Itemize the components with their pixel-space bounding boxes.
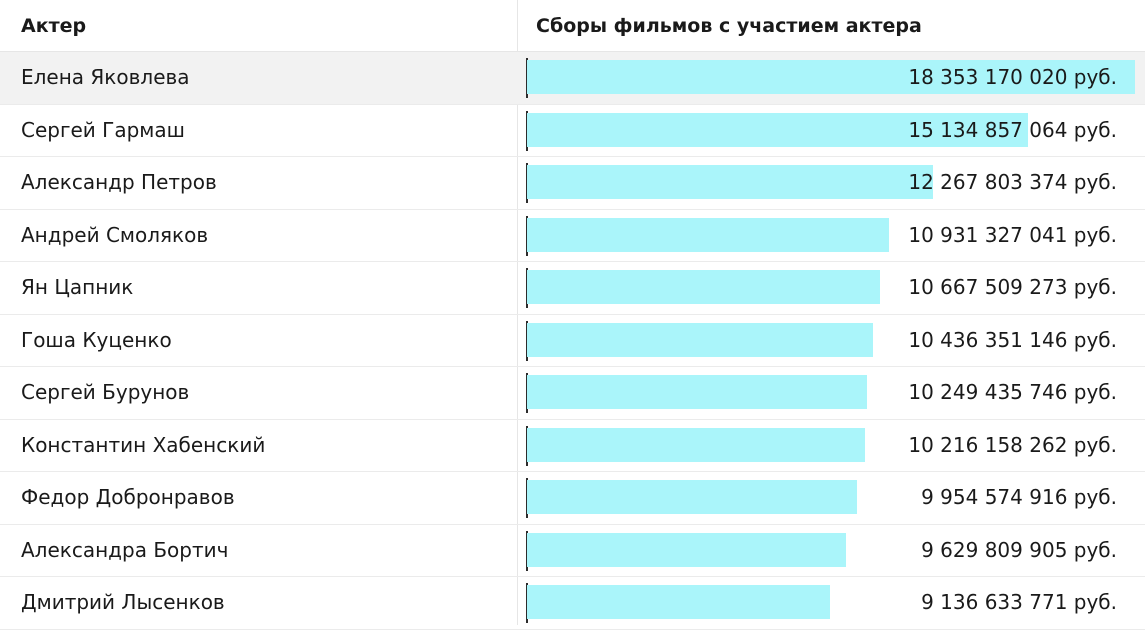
bar-baseline — [526, 583, 528, 623]
revenue-value: 10 931 327 041 руб. — [908, 222, 1117, 247]
revenue-bar — [527, 60, 1135, 94]
revenue-value: 9 136 633 771 руб. — [921, 590, 1117, 614]
bar-baseline — [526, 530, 528, 571]
table-row[interactable]: Елена Яковлева 18 353 170 020 руб. — [0, 52, 1145, 105]
revenue-bar — [527, 375, 867, 409]
revenue-bar — [527, 165, 934, 199]
revenue-value: 10 249 435 746 руб. — [908, 380, 1117, 404]
revenue-cell: 10 249 435 746 руб. — [526, 367, 1136, 419]
bar-baseline — [526, 163, 528, 203]
revenue-cell: 9 954 574 916 руб. — [526, 472, 1136, 524]
bar-baseline — [526, 215, 528, 256]
bar-baseline — [526, 268, 528, 308]
revenue-bar — [527, 427, 866, 462]
revenue-value: 10 436 351 146 руб. — [908, 327, 1117, 352]
revenue-cell: 9 629 809 905 руб. — [526, 525, 1136, 577]
revenue-value: 9 954 574 916 руб. — [921, 485, 1117, 509]
bar-baseline — [526, 478, 528, 518]
revenue-cell: 10 436 351 146 руб. — [526, 315, 1136, 367]
revenue-cell: 10 667 509 273 руб. — [526, 262, 1136, 314]
table-row[interactable]: Гоша Куценко 10 436 351 146 руб. — [0, 315, 1145, 367]
bar-baseline — [526, 110, 528, 151]
revenue-cell: 10 931 327 041 руб. — [526, 210, 1136, 262]
table-header: Актер Сборы фильмов с участием актера — [0, 0, 1145, 52]
actor-name: Константин Хабенский — [21, 432, 266, 457]
table-row[interactable]: Константин Хабенский 10 216 158 262 руб. — [0, 420, 1145, 472]
revenue-value: 15 134 857 064 руб. — [908, 117, 1117, 142]
revenue-bar — [527, 322, 873, 357]
revenue-bar — [527, 532, 846, 567]
column-header-revenue[interactable]: Сборы фильмов с участием актера — [536, 15, 922, 37]
revenue-bar — [527, 270, 881, 304]
actor-name: Александр Петров — [21, 170, 217, 194]
column-divider — [517, 0, 518, 625]
table-row[interactable]: Александр Петров 12 267 803 374 руб. — [0, 157, 1145, 210]
revenue-bar — [527, 112, 1029, 147]
actor-name: Сергей Гармаш — [21, 117, 185, 142]
revenue-value: 10 216 158 262 руб. — [908, 432, 1117, 457]
table-row[interactable]: Сергей Бурунов 10 249 435 746 руб. — [0, 367, 1145, 420]
revenue-cell: 9 136 633 771 руб. — [526, 577, 1136, 629]
revenue-cell: 18 353 170 020 руб. — [526, 52, 1136, 104]
actor-name: Дмитрий Лысенков — [21, 590, 225, 614]
revenue-bar — [527, 585, 830, 619]
bar-baseline — [526, 425, 528, 466]
actor-name: Гоша Куценко — [21, 327, 172, 352]
revenue-bar — [527, 217, 890, 252]
bar-baseline — [526, 320, 528, 361]
table-row[interactable]: Федор Добронравов 9 954 574 916 руб. — [0, 472, 1145, 525]
revenue-cell: 10 216 158 262 руб. — [526, 420, 1136, 472]
revenue-cell: 15 134 857 064 руб. — [526, 105, 1136, 157]
actor-name: Сергей Бурунов — [21, 380, 190, 404]
table-row[interactable]: Сергей Гармаш 15 134 857 064 руб. — [0, 105, 1145, 157]
revenue-value: 18 353 170 020 руб. — [908, 65, 1117, 89]
column-header-actor[interactable]: Актер — [21, 15, 87, 37]
revenue-cell: 12 267 803 374 руб. — [526, 157, 1136, 209]
table-row[interactable]: Александра Бортич 9 629 809 905 руб. — [0, 525, 1145, 577]
table-row[interactable]: Дмитрий Лысенков 9 136 633 771 руб. — [0, 577, 1145, 630]
revenue-bar — [527, 480, 857, 514]
actor-name: Андрей Смоляков — [21, 222, 209, 247]
revenue-value: 9 629 809 905 руб. — [921, 537, 1117, 562]
revenue-value: 10 667 509 273 руб. — [908, 275, 1117, 299]
actor-name: Ян Цапник — [21, 275, 134, 299]
actor-name: Александра Бортич — [21, 537, 229, 562]
revenue-value: 12 267 803 374 руб. — [908, 170, 1117, 194]
actor-name: Федор Добронравов — [21, 485, 235, 509]
bar-baseline — [526, 373, 528, 413]
table-row[interactable]: Ян Цапник 10 667 509 273 руб. — [0, 262, 1145, 315]
table-row[interactable]: Андрей Смоляков 10 931 327 041 руб. — [0, 210, 1145, 262]
actor-name: Елена Яковлева — [21, 65, 190, 89]
bar-baseline — [526, 58, 528, 98]
